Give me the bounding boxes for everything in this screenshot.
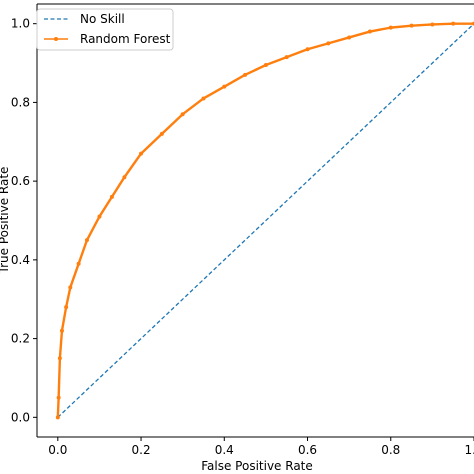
x-tick-label: 0.8 [381,443,400,457]
x-tick-label: 0.4 [215,443,234,457]
random-forest-point [201,96,206,101]
random-forest-point [159,131,164,136]
random-forest-point [388,25,393,30]
y-tick-label: 0.6 [11,174,30,188]
x-tick-label: 0.0 [48,443,67,457]
random-forest-point [55,415,60,420]
random-forest-point [305,47,310,52]
random-forest-point [367,29,372,34]
random-forest-point [451,21,456,26]
y-tick-label: 0.2 [11,332,30,346]
x-tick-label: 0.6 [298,443,317,457]
legend-random-forest-label: Random Forest [80,32,171,46]
legend: No Skill Random Forest [36,8,174,51]
random-forest-point [76,261,81,266]
legend-no-skill-label: No Skill [80,12,125,26]
x-tick-label: 0.2 [132,443,151,457]
random-forest-point [222,84,227,89]
random-forest-point [326,41,331,46]
random-forest-point [56,395,61,400]
random-forest-point [57,356,62,361]
y-tick-label: 1.0 [11,17,30,31]
random-forest-point [84,238,89,243]
y-tick-label: 0.4 [11,253,30,267]
x-tick-label: 1.0 [464,443,474,457]
plot-axes: 0.0 0.2 0.4 0.6 0.8 1.0 0.0 0.2 0.4 0.6 0.8 1.0 [11,3,474,457]
random-forest-point [347,35,352,40]
y-tick-label: 0.8 [11,95,30,109]
legend-random-forest-marker [54,37,58,41]
random-forest-point [263,63,268,68]
random-forest-point [430,22,435,27]
random-forest-point [139,151,144,156]
legend-box [36,8,174,51]
random-forest-point [109,194,114,199]
random-forest-line [56,22,474,418]
random-forest-point [59,328,64,333]
x-axis-label: False Positive Rate [201,459,313,473]
random-forest-point [122,175,127,180]
series-layer [55,21,474,420]
random-forest-point [97,214,102,219]
random-forest-point [284,55,289,60]
random-forest-point [243,72,248,77]
y-axis-label: True Positive Rate [0,167,11,275]
random-forest-point [409,23,414,28]
no-skill-line [57,23,474,418]
random-forest-point [180,112,185,117]
y-tick-label: 0.0 [11,410,30,424]
random-forest-point [64,305,69,310]
random-forest-point [68,285,73,290]
